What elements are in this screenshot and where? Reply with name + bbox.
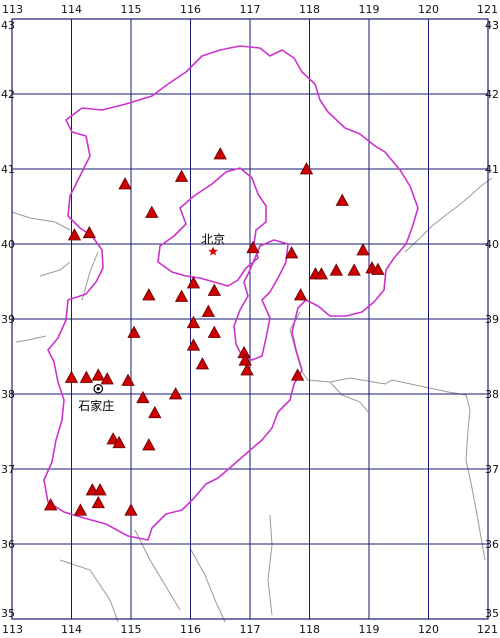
lon-tick-label-top: 119 [359,3,380,16]
station-triangle-icon [207,325,221,338]
lon-tick-label-bottom: 116 [180,623,201,636]
hebei-boundary [43,45,419,541]
station-triangle-icon [64,370,79,383]
lat-tick-label-right: 35 [485,607,499,620]
station-triangle-icon [145,205,159,218]
station-triangle-icon [142,438,156,451]
lat-tick-label-right: 38 [485,388,499,401]
station-triangle-icon [112,435,126,449]
lat-tick-label-right: 37 [485,463,499,476]
station-triangle-icon [186,338,201,351]
lon-tick-label-top: 121 [477,3,498,16]
lat-tick-label-left: 35 [1,607,15,620]
city-label-shijiazhuang: 石家庄 [78,398,114,413]
station-triangle-icon [314,267,329,280]
lon-tick-label-bottom: 115 [121,623,142,636]
lat-lon-grid [11,18,489,620]
city-center-dot-icon [96,387,100,391]
station-triangle-icon [73,503,88,516]
station-triangle-icon [201,304,216,317]
station-triangle-icon [356,243,370,256]
lat-tick-label-left: 37 [1,463,15,476]
lat-tick-label-right: 40 [485,238,499,251]
station-triangle-icon [67,228,82,241]
lat-tick-label-left: 43 [1,19,15,32]
lon-tick-label-top: 115 [121,3,142,16]
lon-tick-label-bottom: 121 [477,623,498,636]
axis-tick-labels: 113 113 114 114 115 115 116 116 117 117 118 118 119 1… [1,3,499,636]
station-triangle-icon [240,363,254,376]
station-triangle-icon [142,288,156,301]
station-triangle-icon [186,315,201,329]
station-triangle-icon [127,325,141,338]
lon-tick-label-top: 118 [299,3,320,16]
station-triangle-icon [174,169,189,182]
station-triangle-icon [335,193,349,206]
lon-tick-label-top: 114 [61,3,82,16]
lon-tick-label-top: 113 [2,3,23,16]
station-triangle-icon [82,225,97,239]
tianjin-boundary [233,239,289,361]
station-triangle-icon [118,177,132,190]
coastline-and-neighbors [11,177,493,623]
lon-tick-label-top: 120 [418,3,439,16]
lon-tick-label-bottom: 117 [240,623,261,636]
station-triangle-icon [91,368,105,381]
lat-tick-label-left: 36 [1,538,15,551]
lat-tick-label-right: 39 [485,313,499,326]
lat-tick-label-right: 42 [485,88,499,101]
lat-tick-label-left: 40 [1,238,15,251]
capital-star-icon [208,246,218,256]
station-triangle-icon [207,283,221,296]
lat-tick-label-left: 42 [1,88,15,101]
station-triangle-icon [174,289,189,302]
lat-tick-label-right: 43 [485,19,499,32]
station-triangle-icon [284,246,299,259]
lon-tick-label-bottom: 120 [418,623,439,636]
station-markers [44,147,385,516]
station-triangle-icon [195,357,210,370]
beijing-boundary [157,167,267,287]
station-triangle-icon [186,276,201,289]
station-triangle-icon [136,390,150,404]
lat-tick-label-right: 41 [485,163,499,176]
station-triangle-icon [246,240,260,254]
station-triangle-icon [371,262,385,275]
station-triangle-icon [124,503,138,516]
lat-tick-label-right: 36 [485,538,499,551]
station-triangle-icon [93,483,107,496]
station-triangle-icon [238,353,252,366]
lon-tick-label-top: 116 [180,3,201,16]
station-triangle-icon [347,263,361,276]
station-triangle-icon [106,432,120,445]
province-boundaries [43,45,419,541]
lon-tick-label-bottom: 119 [359,623,380,636]
lat-tick-label-left: 38 [1,388,15,401]
station-triangle-icon [293,288,308,301]
station-triangle-icon [91,495,105,509]
station-triangle-icon [79,370,94,383]
station-triangle-icon [213,147,227,160]
station-triangle-icon [121,373,135,386]
station-triangle-icon [299,162,314,175]
lat-tick-label-left: 41 [1,163,15,176]
lon-tick-label-bottom: 114 [61,623,82,636]
station-triangle-icon [168,387,183,400]
station-triangle-icon [44,498,58,511]
lon-tick-label-top: 117 [240,3,261,16]
lat-tick-label-left: 39 [1,313,15,326]
lon-tick-label-bottom: 113 [2,623,23,636]
city-label-beijing: 北京 [201,233,225,247]
station-triangle-icon [100,372,114,385]
station-triangle-icon [148,405,162,419]
station-triangle-icon [290,368,305,381]
station-triangle-icon [329,263,343,276]
lon-tick-label-bottom: 118 [299,623,320,636]
